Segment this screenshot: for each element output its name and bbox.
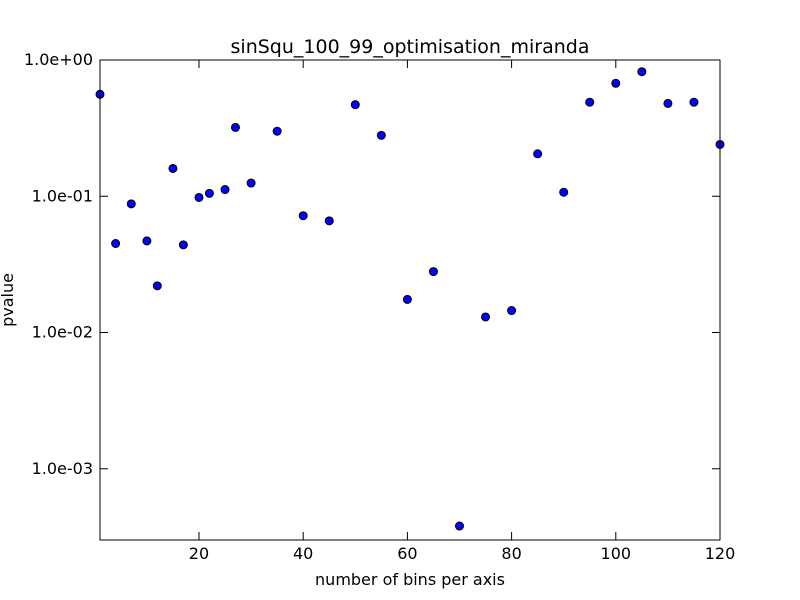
data-point [246,178,256,188]
x-tick-label: 60 [397,544,417,563]
x-axis-label: number of bins per axis [315,570,505,589]
data-point [428,267,438,277]
data-point [194,192,204,202]
data-point [663,98,673,108]
data-point [689,97,699,107]
data-point [611,78,621,88]
x-axis-ticks: 20 40 60 80 100 120 [189,60,735,563]
data-point [350,100,360,110]
x-tick-label: 40 [293,544,313,563]
y-tick-label: 1.0e+00 [24,50,93,69]
data-point [376,130,386,140]
data-point [204,188,214,198]
data-point [324,216,334,226]
data-point [507,306,517,316]
data-point [178,240,188,250]
plot-area-frame [99,59,721,541]
data-point [585,97,595,107]
x-tick-label: 80 [501,544,521,563]
y-tick-label: 1.0e-03 [32,459,93,478]
data-point [111,239,121,249]
data-point [298,211,308,221]
y-axis-ticks: 1.0e+00 1.0e-01 1.0e-02 1.0e-03 [24,50,720,478]
data-point [637,67,647,77]
data-point [402,294,412,304]
data-point [481,312,491,322]
data-point [142,236,152,246]
y-axis-label: pvalue [0,273,17,327]
data-point [126,199,136,209]
x-tick-label: 20 [189,544,209,563]
data-points [95,67,725,531]
data-point [230,122,240,132]
data-point [454,521,464,531]
x-tick-label: 120 [705,544,736,563]
data-point [152,281,162,291]
data-point [272,126,282,136]
x-tick-label: 100 [601,544,632,563]
chart-title: sinSqu_100_99_optimisation_miranda [231,36,590,58]
data-point [220,185,230,195]
y-tick-label: 1.0e-01 [32,186,93,205]
data-point [559,187,569,197]
data-point [533,149,543,159]
y-tick-label: 1.0e-02 [32,323,93,342]
data-point [168,163,178,173]
